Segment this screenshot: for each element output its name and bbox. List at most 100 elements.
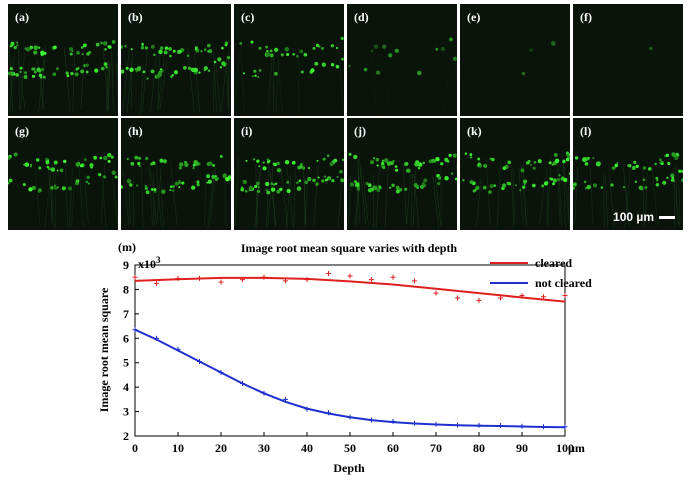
micrograph-grid: (a) (b) (c) (d) (e) (f) (g) (h) (i) (j) … [0, 0, 692, 236]
y-tick-label: 7 [123, 307, 129, 321]
micrograph-panel-h: (h) [121, 118, 231, 230]
data-point-cleared [455, 295, 460, 301]
y-tick-label: 9 [123, 258, 129, 272]
panel-label-i: (i) [241, 124, 253, 138]
data-point-not-cleared [519, 423, 525, 429]
x-tick-label: 10 [172, 441, 184, 455]
data-point-cleared [390, 274, 396, 280]
cell-texture [8, 152, 118, 229]
x-axis: 0 10 20 30 40 50 60 70 80 90 100 [132, 432, 574, 455]
data-point-not-cleared [175, 346, 181, 352]
data-point-cleared [541, 294, 546, 300]
data-point-not-cleared [369, 417, 374, 423]
panel-label-f: (f) [580, 10, 592, 24]
micrograph-panel-d: (d) [347, 4, 457, 116]
data-point-cleared [433, 290, 439, 296]
cell-texture [521, 41, 556, 76]
y-tick-label: 5 [123, 356, 129, 370]
series-layer [132, 271, 568, 430]
y-multiplier: x103 [138, 255, 161, 271]
panel-label-j: (j) [354, 124, 366, 138]
cell-texture [121, 41, 231, 115]
cell-texture [573, 152, 683, 229]
x-tick-label: 20 [215, 441, 227, 455]
data-point-not-cleared [218, 369, 224, 375]
y-axis-label: Image root mean square [97, 287, 111, 412]
y-tick-label: 8 [123, 282, 129, 296]
data-point-cleared [240, 277, 245, 283]
data-point-not-cleared [132, 327, 138, 333]
micrograph-panel-i: (i) [234, 118, 344, 230]
micrograph-panel-c: (c) [234, 4, 344, 116]
rms-depth-chart: (m) Image root mean square varies with d… [97, 240, 592, 475]
data-point-not-cleared [326, 410, 331, 416]
cell-texture [348, 37, 457, 115]
data-point-cleared [562, 293, 568, 299]
data-point-cleared [175, 275, 181, 281]
micrograph-panel-a: (a) [8, 4, 118, 116]
series-line-not-cleared [134, 328, 566, 429]
data-point-not-cleared [390, 418, 396, 424]
x-tick-label: 30 [258, 441, 270, 455]
x-tick-label: 50 [344, 441, 356, 455]
micrograph-panel-e: (e) [460, 4, 570, 116]
micrograph-panel-j: (j) [347, 118, 457, 230]
x-tick-label: 0 [132, 441, 138, 455]
data-point-not-cleared [455, 422, 460, 428]
x-tick-label: 70 [430, 441, 442, 455]
y-tick-label: 6 [123, 331, 129, 345]
data-point-cleared [154, 280, 159, 286]
cell-texture [649, 46, 653, 51]
cell-texture [121, 155, 231, 229]
cell-texture [8, 40, 118, 114]
x-tick-label: 40 [301, 441, 313, 455]
plot-frame [134, 264, 566, 437]
data-point-not-cleared [240, 380, 245, 386]
cell-texture [462, 151, 570, 229]
data-point-cleared [519, 293, 525, 299]
data-point-not-cleared [476, 422, 482, 428]
panel-label-k: (k) [467, 124, 482, 138]
data-point-cleared [476, 297, 482, 303]
data-point-not-cleared [498, 422, 503, 428]
x-axis-label: Depth [333, 461, 365, 475]
legend: cleared not cleared [490, 256, 592, 290]
cell-texture [234, 36, 344, 115]
cell-texture [348, 152, 457, 229]
panel-label-c: (c) [241, 10, 255, 24]
panel-label-d: (d) [354, 10, 369, 24]
data-point-cleared [412, 278, 417, 284]
micrograph-panel-l: (l) 100 µm [573, 118, 683, 230]
data-point-cleared [304, 277, 310, 283]
x-tick-label: 60 [387, 441, 399, 455]
chart-panel-label: (m) [118, 240, 136, 254]
data-point-cleared [261, 274, 267, 280]
x-tick-label: 80 [473, 441, 485, 455]
micrograph-panel-k: (k) [460, 118, 570, 230]
x-tick-label: 100 [556, 441, 574, 455]
scale-bar-label: 100 µm [613, 210, 654, 224]
data-point-not-cleared [347, 414, 353, 420]
legend-label-cleared: cleared [535, 256, 572, 270]
data-point-not-cleared [154, 335, 159, 341]
data-point-not-cleared [197, 358, 202, 364]
micrograph-panel-b: (b) [121, 4, 231, 116]
data-point-cleared [218, 279, 224, 285]
data-point-cleared [498, 295, 503, 301]
legend-label-not-cleared: not cleared [535, 276, 592, 290]
x-unit-label: µm [568, 441, 585, 455]
panel-label-b: (b) [128, 10, 143, 24]
micrograph-panel-g: (g) [8, 118, 118, 230]
panel-label-l: (l) [580, 124, 592, 138]
y-tick-label: 3 [123, 405, 129, 419]
data-point-not-cleared [304, 406, 310, 412]
data-point-cleared [347, 273, 353, 279]
panel-label-a: (a) [15, 10, 29, 24]
data-point-not-cleared [283, 396, 288, 402]
series-line-cleared [134, 276, 566, 303]
scale-bar-line [659, 215, 675, 219]
cell-texture [234, 154, 344, 229]
panel-label-e: (e) [467, 10, 481, 24]
data-point-cleared [326, 271, 331, 277]
scale-bar: 100 µm [613, 210, 675, 224]
